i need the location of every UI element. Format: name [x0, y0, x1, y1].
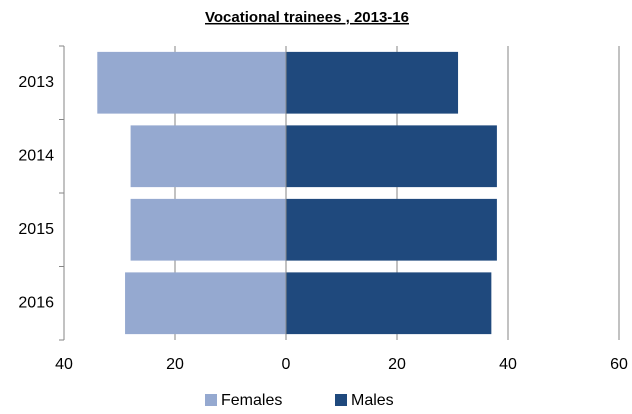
- x-tick-label: 20: [388, 356, 406, 373]
- legend-swatch: [335, 394, 347, 406]
- x-tick-label: 0: [282, 356, 291, 373]
- bar: [286, 272, 492, 335]
- bar: [286, 198, 497, 261]
- y-tick-label: 2015: [18, 221, 54, 238]
- y-tick-label: 2013: [18, 74, 54, 91]
- y-tick-label: 2014: [18, 147, 54, 164]
- chart-title: Vocational trainees , 2013-16: [205, 9, 409, 26]
- bar: [130, 198, 286, 261]
- x-tick-label: 40: [55, 356, 73, 373]
- bar: [125, 272, 286, 335]
- bar: [97, 51, 286, 114]
- x-tick-label: 60: [610, 356, 628, 373]
- x-tick-label: 40: [499, 356, 517, 373]
- x-tick-label: 20: [166, 356, 184, 373]
- legend-swatch: [205, 394, 217, 406]
- y-tick-label: 2016: [18, 294, 54, 311]
- bar: [286, 51, 459, 114]
- bar: [286, 125, 497, 188]
- bar: [130, 125, 286, 188]
- legend-label: Females: [221, 392, 282, 409]
- legend-label: Males: [351, 392, 394, 409]
